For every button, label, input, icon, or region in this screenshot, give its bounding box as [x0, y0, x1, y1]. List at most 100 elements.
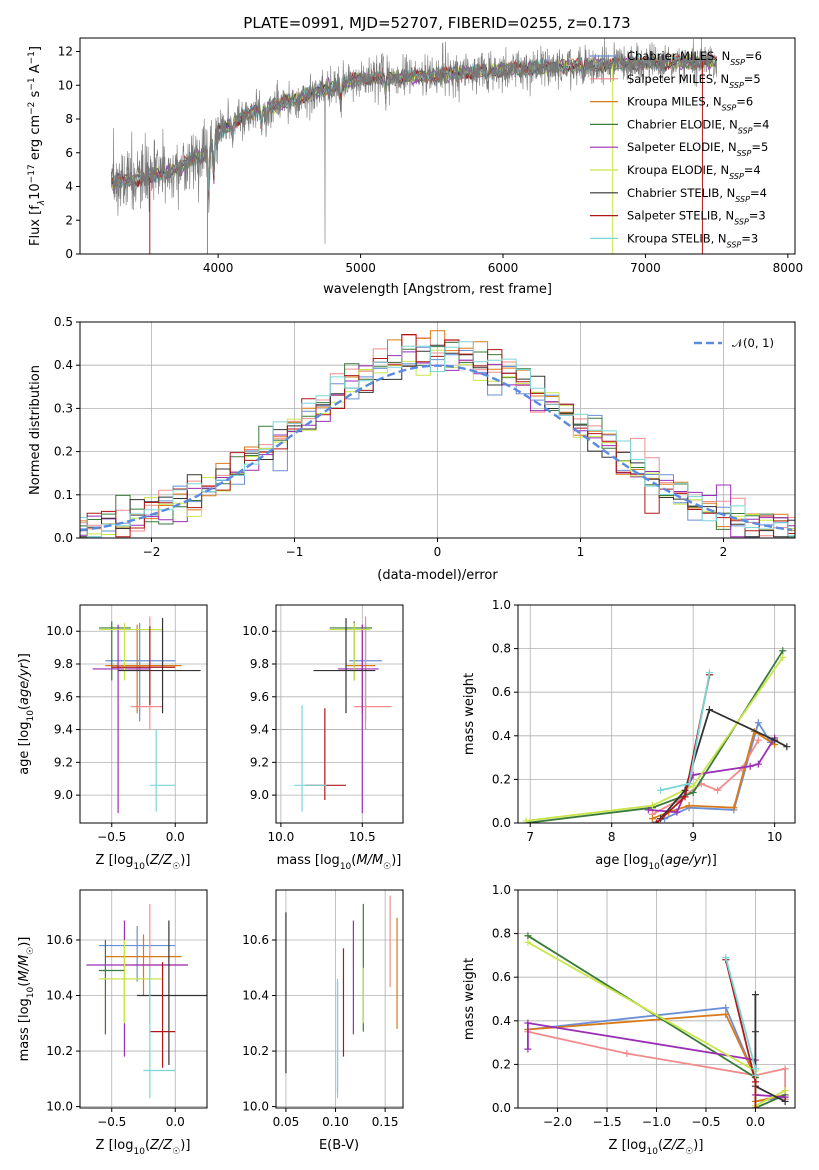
x-tick-label: 10 — [767, 830, 782, 844]
y-tick-label: 0.2 — [54, 445, 73, 459]
mass-weight-marker — [754, 736, 762, 744]
mass-weight-marker — [722, 1010, 730, 1018]
residual-histogram — [80, 334, 795, 538]
mass_vs_EBV-frame — [275, 889, 404, 1109]
legend-label: Chabrier ELODIE, NSSP=4 — [627, 117, 769, 135]
legend-value: =3 — [741, 231, 758, 245]
legend-value: =5 — [751, 140, 768, 154]
y-tick-label: 0.0 — [492, 816, 511, 830]
mass-vs-Z-xlabel: Z [log10(Z/Z☉)] — [96, 1138, 191, 1157]
y-tick-label: 2 — [65, 213, 73, 227]
normal-curve — [80, 364, 793, 532]
spectrum-ylabel-part: erg cm — [28, 115, 43, 164]
normal-legend-label: 𝒩(0, 1) — [732, 336, 774, 350]
spectrum-ylabel-part: −17 — [27, 164, 37, 183]
mass-weight-marker — [623, 1050, 631, 1057]
mass-weight-line — [724, 959, 757, 1108]
mass-ylabel-part: )] — [17, 937, 32, 947]
model-spectrum — [111, 54, 717, 200]
residual-histograms — [80, 330, 795, 538]
y-tick-label: 10.6 — [242, 933, 269, 947]
x-tick-label: −1 — [286, 545, 304, 559]
residual-histogram — [80, 344, 795, 538]
age_vs_mass-axes: 10.0 10.5 9.0 9.2 9.4 9.6 9.8 10.0 — [242, 605, 403, 844]
mass-weight-marker — [524, 1045, 532, 1053]
mass-weight-marker — [681, 793, 689, 801]
mass-weight-marker — [722, 1004, 730, 1012]
age_vs_Z-frame — [79, 604, 208, 824]
x-tick-label: 1 — [577, 545, 585, 559]
y-tick-label: 0.0 — [54, 531, 73, 545]
legend-text: Kroupa MILES, N — [627, 95, 722, 109]
legend-value: =6 — [736, 95, 753, 109]
mw-age-xlabel-part: age [log — [595, 853, 648, 868]
mass-weight-marker — [751, 1071, 759, 1079]
mass_vs_Z-points — [86, 903, 207, 1099]
mw-age-xlabel-part: age/yr — [665, 853, 708, 868]
mw-Z-xlabel-part: Z/Z — [662, 1138, 686, 1153]
x-tick-label: 10.5 — [349, 830, 376, 844]
mass-weight-marker — [524, 932, 532, 940]
mass-weight-marker — [657, 786, 665, 794]
mass-ylabel-part: ( — [17, 982, 32, 987]
x-tick-label: −2 — [143, 545, 161, 559]
x-tick-label: 5000 — [345, 261, 376, 275]
y-tick-label: 10.0 — [242, 1100, 269, 1114]
x-tick-label: 8 — [608, 830, 616, 844]
mass-weight-marker — [781, 1097, 789, 1105]
y-tick-label: 10.2 — [242, 1044, 269, 1058]
mw-Z-xlabel-part: Z [log — [609, 1138, 647, 1153]
y-tick-label: 9.0 — [54, 788, 73, 802]
age_vs_mass-frame — [275, 604, 404, 824]
massweight_vs_Z-axes: −2.0 −1.5 −1.0 −0.5 0.0 0.0 0.2 0.4 0.6 0.8 1.0 — [492, 883, 795, 1129]
age-vs-mass-xlabel-part: ☉ — [383, 862, 391, 872]
mass-vs-Z-xlabel-part: 10 — [133, 1147, 145, 1157]
mass-weight-marker — [746, 762, 754, 770]
y-tick-label: 8 — [65, 112, 73, 126]
spectrum-frame — [79, 37, 796, 255]
x-tick-label: 8000 — [773, 261, 804, 275]
age-vs-Z-xlabel-part: ☉ — [172, 862, 180, 872]
mass-weight-marker — [705, 706, 713, 714]
y-tick-label: 0.2 — [492, 772, 511, 786]
x-tick-label: 0.10 — [322, 1115, 349, 1129]
mass-weight-marker — [714, 786, 722, 794]
y-tick-label: 0.6 — [492, 685, 511, 699]
x-tick-label: 0.0 — [746, 1115, 765, 1129]
mass-weight-marker — [673, 808, 681, 816]
residual-histogram — [80, 330, 795, 531]
ebv-xlabel: E(B-V) — [319, 1138, 359, 1153]
legend-sub: SSP — [735, 194, 750, 203]
legend-sub: SSP — [734, 217, 749, 226]
y-tick-label: 0.6 — [492, 970, 511, 984]
x-tick-label: 0.0 — [166, 1115, 185, 1129]
legend-label: Chabrier MILES, NSSP=6 — [627, 49, 762, 67]
age-vs-mass-xlabel: mass [log10(M/M☉)] — [277, 853, 402, 872]
mw-age-xlabel-part: )] — [707, 853, 717, 868]
legend-sub: SSP — [738, 126, 753, 135]
legend-sub: SSP — [729, 172, 744, 181]
y-tick-label: 10.4 — [242, 989, 269, 1003]
x-tick-label: 0.0 — [166, 830, 185, 844]
mass-weight-marker — [653, 819, 660, 823]
massweight_vs_age-frame — [517, 604, 796, 824]
x-tick-label: −1.5 — [592, 1115, 621, 1129]
mass-weight-marker — [685, 780, 693, 788]
massweight_vs_Z-lines — [524, 932, 789, 1108]
spectrum-ylabel-part: −1 — [27, 77, 37, 90]
y-tick-label: 9.4 — [250, 723, 269, 737]
y-tick-label: 10.4 — [46, 989, 73, 1003]
y-tick-label: 0 — [65, 247, 73, 261]
age-vs-Z-xlabel-part: Z [log — [96, 853, 134, 868]
mass-weight-marker — [754, 719, 762, 727]
mw-age-xlabel: age [log10(age/yr)] — [595, 853, 717, 872]
legend-label: Salpeter ELODIE, NSSP=5 — [627, 140, 768, 158]
age_vs_Z-points — [92, 616, 201, 814]
y-tick-label: 1.0 — [492, 883, 511, 897]
legend-label: Kroupa ELODIE, NSSP=4 — [627, 163, 761, 181]
y-tick-label: 10.0 — [46, 624, 73, 638]
x-tick-label: 7 — [526, 830, 534, 844]
x-tick-label: 4000 — [203, 261, 234, 275]
x-tick-label: −0.5 — [97, 1115, 126, 1129]
